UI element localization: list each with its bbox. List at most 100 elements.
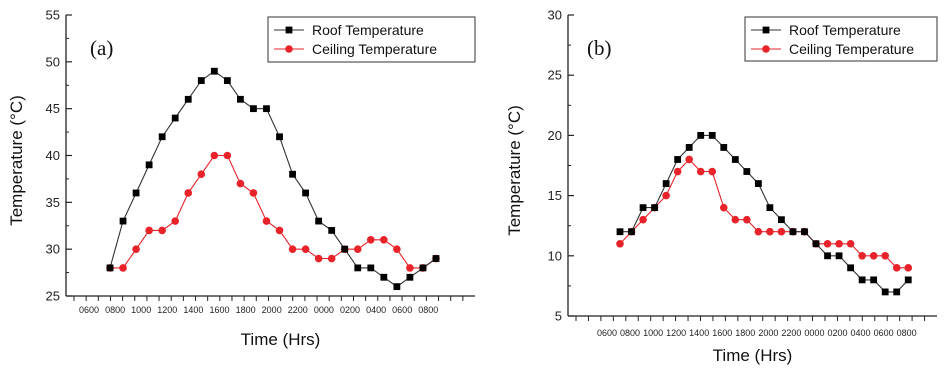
panel-label: (b)	[587, 36, 612, 60]
y-tick-label: 25	[46, 289, 60, 304]
chart-panel-a: 25 30 35 40 45 50 55 0600 0800 1000 1200 1400 1600 18…	[7, 8, 476, 349]
x-tick-label: 0800	[105, 305, 125, 315]
data-point-ceiling	[846, 239, 855, 248]
x-tick-label: 0000	[314, 305, 334, 315]
data-point-roof	[870, 276, 878, 284]
x-tick-label: 1600	[209, 305, 229, 315]
legend-box	[267, 16, 476, 63]
data-point-ceiling	[835, 239, 843, 248]
x-tick-label: 0600	[392, 305, 412, 315]
data-point-roof	[824, 252, 831, 260]
data-point-roof	[904, 276, 912, 284]
data-point-ceiling	[754, 227, 763, 236]
data-point-ceiling	[288, 245, 297, 253]
data-point-roof	[835, 252, 843, 260]
data-point-roof	[406, 273, 414, 281]
x-tick-label: 0200	[340, 305, 360, 315]
series-line-ceiling	[619, 158, 909, 269]
y-axis-title: Temperature (°C)	[7, 95, 26, 226]
series-line-ceiling	[110, 154, 437, 269]
data-point-ceiling	[184, 189, 193, 197]
data-point-roof	[289, 170, 296, 178]
y-tick-label: 45	[46, 101, 60, 116]
data-point-ceiling	[210, 151, 219, 160]
x-tick-label: 0800	[418, 305, 438, 315]
legend-label: Roof Temperature	[789, 22, 901, 38]
data-point-roof	[367, 264, 375, 272]
data-point-roof	[302, 189, 309, 197]
data-point-roof	[158, 133, 166, 141]
data-point-ceiling	[731, 215, 740, 224]
x-tick-label: 0200	[827, 328, 847, 338]
data-point-roof	[380, 273, 388, 281]
data-point-ceiling	[743, 215, 751, 224]
data-point-ceiling	[696, 167, 705, 176]
data-point-roof	[132, 189, 140, 197]
x-tick-label: 0600	[874, 328, 894, 338]
data-point-ceiling	[158, 226, 166, 235]
data-point-roof	[210, 67, 218, 75]
data-point-ceiling	[119, 264, 127, 272]
data-point-roof	[801, 228, 808, 236]
y-tick-label: 50	[46, 54, 60, 69]
data-point-roof	[881, 288, 889, 296]
x-tick-label: 1000	[131, 305, 151, 315]
panel-label: (a)	[90, 36, 113, 60]
x-tick-label: 1800	[236, 305, 256, 315]
data-point-ceiling	[869, 252, 878, 260]
data-point-ceiling	[249, 189, 258, 197]
data-point-roof	[674, 156, 682, 163]
data-point-roof	[628, 228, 635, 236]
data-point-roof	[847, 264, 854, 272]
data-point-roof	[639, 204, 647, 212]
data-point-roof	[616, 228, 624, 236]
y-tick-label: 30	[548, 8, 562, 23]
data-point-ceiling	[858, 252, 866, 260]
legend: Roof Temperature Ceiling Temperature	[267, 16, 476, 63]
y-axis-title: Temperature (°C)	[505, 105, 524, 236]
data-point-ceiling	[639, 215, 647, 224]
data-point-roof	[250, 105, 257, 113]
x-axis-title: Time (Hrs)	[713, 346, 793, 365]
x-tick-label: 0800	[897, 328, 917, 338]
data-point-roof	[858, 276, 866, 284]
data-point-ceiling	[892, 264, 901, 272]
data-point-ceiling	[171, 217, 179, 225]
series-line-roof	[109, 70, 437, 288]
legend-label: Roof Temperature	[312, 22, 424, 38]
data-point-roof	[766, 204, 774, 212]
data-point-ceiling	[616, 239, 624, 248]
data-point-ceiling	[262, 217, 271, 225]
x-tick-label: 0600	[79, 305, 99, 315]
data-point-ceiling	[777, 227, 786, 236]
x-tick-label: 1600	[712, 328, 732, 338]
data-point-roof	[197, 77, 205, 84]
x-tick-label: 2000	[262, 305, 282, 315]
x-tick-label: 1400	[689, 328, 709, 338]
data-point-roof	[106, 264, 114, 272]
data-point-roof	[119, 217, 127, 225]
data-point-roof	[145, 161, 153, 169]
data-point-roof	[662, 180, 670, 187]
data-point-ceiling	[662, 191, 670, 200]
data-point-ceiling	[367, 236, 375, 244]
data-point-roof	[812, 240, 820, 248]
data-point-roof	[731, 156, 739, 163]
data-point-ceiling	[380, 236, 388, 244]
legend-marker-square	[762, 26, 770, 34]
legend-box	[744, 16, 938, 62]
data-point-ceiling	[719, 203, 728, 212]
legend: Roof Temperature Ceiling Temperature	[744, 16, 938, 62]
data-point-ceiling	[301, 245, 310, 253]
legend-label: Ceiling Temperature	[312, 41, 437, 57]
data-point-ceiling	[327, 254, 336, 263]
data-point-ceiling	[393, 245, 401, 253]
data-point-ceiling	[685, 155, 693, 164]
x-tick-label: 1200	[666, 328, 686, 338]
data-point-ceiling	[673, 167, 682, 176]
data-point-ceiling	[275, 226, 284, 235]
y-tick-label: 5	[555, 309, 562, 324]
data-point-roof	[341, 245, 349, 253]
data-point-ceiling	[881, 252, 889, 260]
